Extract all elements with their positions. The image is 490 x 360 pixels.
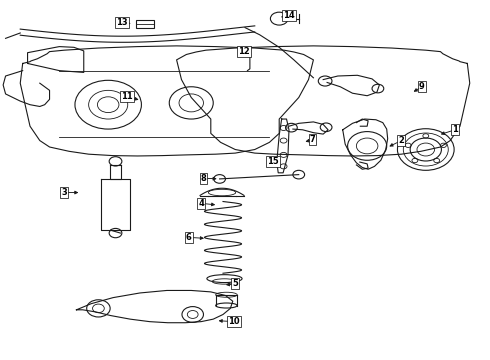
Text: 11: 11 bbox=[121, 92, 133, 101]
Text: 14: 14 bbox=[283, 10, 295, 19]
Text: 12: 12 bbox=[238, 48, 250, 57]
Text: 3: 3 bbox=[61, 188, 67, 197]
Text: 2: 2 bbox=[398, 136, 404, 145]
Text: 6: 6 bbox=[186, 233, 192, 242]
Text: 1: 1 bbox=[452, 125, 458, 134]
Text: 10: 10 bbox=[228, 317, 240, 326]
FancyBboxPatch shape bbox=[136, 21, 154, 28]
Text: 15: 15 bbox=[268, 157, 279, 166]
Text: 5: 5 bbox=[232, 279, 238, 288]
Text: 7: 7 bbox=[310, 135, 315, 144]
Text: 9: 9 bbox=[419, 82, 425, 91]
Text: 8: 8 bbox=[200, 174, 206, 183]
Text: 4: 4 bbox=[198, 199, 204, 208]
Text: 13: 13 bbox=[116, 18, 128, 27]
